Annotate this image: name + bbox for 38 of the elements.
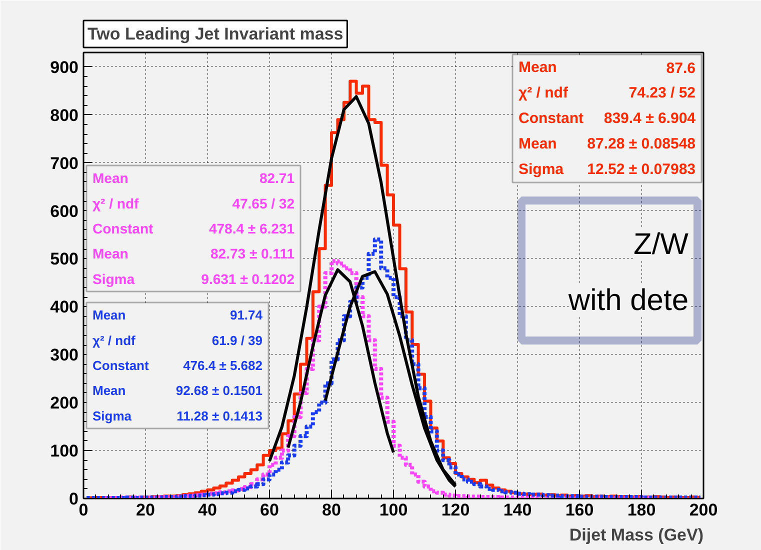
text: Mean 87.28 ± 0.08548 xyxy=(518,136,696,153)
x-tick-label: 60 xyxy=(260,500,279,520)
x-tick-label: 120 xyxy=(441,500,470,520)
y-tick-label: 900 xyxy=(50,58,79,77)
text: χ² / ndf 47.65 / 32 xyxy=(92,195,295,212)
text: Constant 839.4 ± 6.904 xyxy=(518,110,696,127)
text: Mean 92.68 ± 0.1501 xyxy=(92,383,263,398)
x-tick-label: 20 xyxy=(136,500,155,520)
x-tick-label: 200 xyxy=(689,500,718,520)
y-tick-label: 200 xyxy=(50,394,79,413)
text: χ² / ndf 74.23 / 52 xyxy=(518,84,696,102)
text: Mean 87.6 xyxy=(518,58,696,77)
text: Constant 478.4 ± 6.231 xyxy=(92,220,294,236)
x-tick-label: 140 xyxy=(503,500,532,520)
x-tick-label: 180 xyxy=(627,500,656,520)
x-tick-label: 80 xyxy=(322,500,341,520)
chart-title: Two Leading Jet Invariant mass xyxy=(88,24,344,44)
annotation: with dete xyxy=(567,284,689,317)
y-tick-label: 300 xyxy=(50,346,79,365)
y-tick-label: 400 xyxy=(50,298,79,317)
text: Constant 476.4 ± 5.682 xyxy=(92,358,262,373)
text: Sigma 9.631 ± 0.1202 xyxy=(92,270,295,287)
x-tick-label: 40 xyxy=(198,500,217,520)
text: Sigma 11.28 ± 0.1413 xyxy=(92,408,263,424)
text: Mean 91.74 xyxy=(92,308,263,323)
text: Sigma 12.52 ± 0.07983 xyxy=(518,161,696,178)
y-tick-label: 800 xyxy=(50,106,79,125)
text: χ² / ndf 61.9 / 39 xyxy=(92,332,263,348)
x-tick-label: 160 xyxy=(565,500,594,520)
x-axis-title: Dijet Mass (GeV) xyxy=(569,526,704,544)
text: Mean 82.71 xyxy=(92,170,295,186)
y-tick-label: 500 xyxy=(50,250,79,269)
y-tick-label: 100 xyxy=(50,442,79,461)
annotation: Z/W xyxy=(634,228,690,261)
y-tick-label: 700 xyxy=(50,154,79,173)
x-tick-label: 100 xyxy=(379,500,408,520)
text: Mean 82.73 ± 0.111 xyxy=(92,246,295,262)
y-tick-label: 600 xyxy=(50,202,79,221)
